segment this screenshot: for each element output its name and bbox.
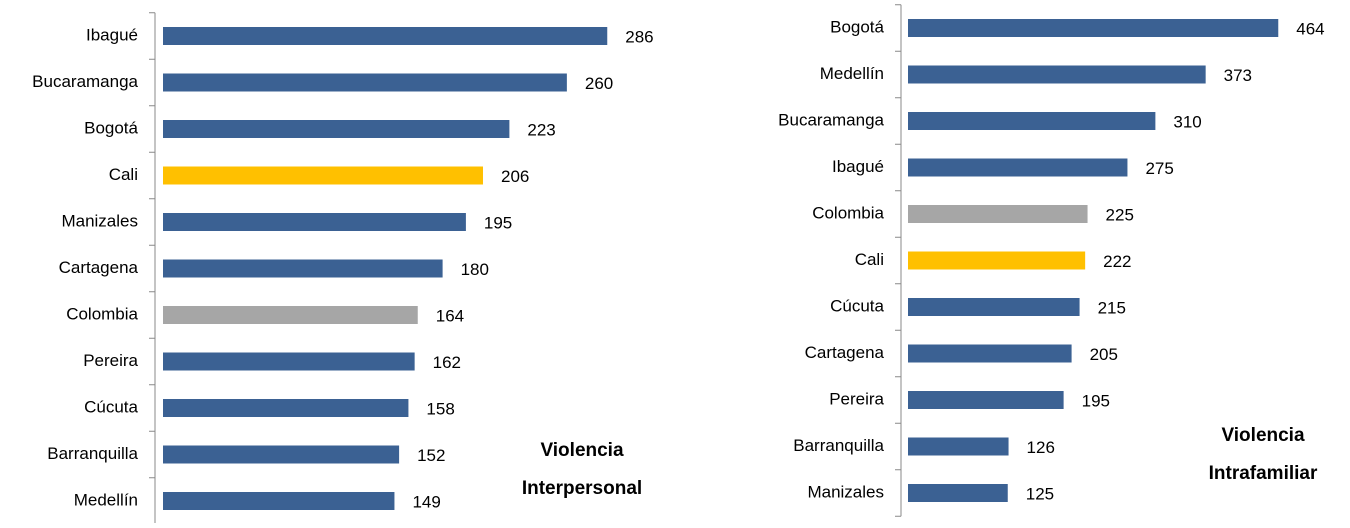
category-label: Bucaramanga bbox=[32, 72, 138, 91]
bar bbox=[908, 19, 1279, 37]
category-label: Cali bbox=[855, 250, 884, 269]
category-label: Medellín bbox=[74, 490, 138, 509]
value-label: 164 bbox=[436, 306, 464, 325]
value-label: 222 bbox=[1103, 252, 1131, 271]
bar bbox=[908, 205, 1088, 223]
value-label: 464 bbox=[1296, 19, 1324, 38]
value-label: 149 bbox=[412, 492, 440, 511]
category-label: Cúcuta bbox=[84, 397, 138, 416]
bar bbox=[163, 306, 418, 324]
value-label: 125 bbox=[1026, 484, 1054, 503]
bar bbox=[163, 352, 415, 371]
bar bbox=[908, 298, 1080, 316]
chart-title: Violencia Intrafamiliar bbox=[1208, 425, 1318, 484]
value-label: 152 bbox=[417, 446, 445, 465]
value-label: 180 bbox=[461, 260, 489, 279]
bar bbox=[908, 251, 1086, 270]
category-label: Bucaramanga bbox=[778, 110, 884, 129]
title-box: Violencia Intrafamiliar bbox=[1208, 425, 1318, 484]
category-label: Cartagena bbox=[59, 258, 139, 277]
category-label: Colombia bbox=[66, 304, 138, 323]
value-label: 286 bbox=[625, 27, 653, 46]
category-label: Bogotá bbox=[84, 118, 138, 137]
chart-title: Violencia Interpersonal bbox=[521, 440, 643, 499]
value-label: 215 bbox=[1098, 298, 1126, 317]
value-label: 158 bbox=[426, 399, 454, 418]
value-label: 126 bbox=[1027, 438, 1055, 457]
bar bbox=[908, 484, 1008, 502]
bar bbox=[163, 399, 409, 417]
bar bbox=[163, 213, 466, 231]
bar bbox=[908, 391, 1064, 409]
value-label: 275 bbox=[1145, 159, 1173, 178]
category-label: Manizales bbox=[61, 211, 138, 230]
category-label: Barranquilla bbox=[793, 436, 884, 455]
value-label: 205 bbox=[1090, 345, 1118, 364]
category-label: Colombia bbox=[812, 203, 884, 222]
bar bbox=[163, 120, 510, 138]
value-label: 195 bbox=[1082, 391, 1110, 410]
bar bbox=[908, 344, 1072, 363]
bar bbox=[163, 27, 608, 45]
bar bbox=[908, 65, 1206, 84]
title-box: Violencia Interpersonal bbox=[521, 440, 643, 499]
bar bbox=[908, 112, 1156, 130]
category-label: Pereira bbox=[829, 389, 884, 408]
category-label: Ibagué bbox=[832, 157, 884, 176]
value-label: 260 bbox=[585, 74, 613, 93]
category-label: Cartagena bbox=[805, 343, 885, 362]
category-label: Bogotá bbox=[830, 17, 884, 36]
value-label: 225 bbox=[1106, 205, 1134, 224]
bar bbox=[908, 158, 1128, 177]
bar bbox=[163, 259, 443, 278]
bar bbox=[163, 73, 567, 92]
bar bbox=[163, 166, 483, 185]
value-label: 162 bbox=[433, 353, 461, 372]
value-label: 373 bbox=[1224, 66, 1252, 85]
category-label: Ibagué bbox=[86, 25, 138, 44]
value-label: 310 bbox=[1173, 112, 1201, 131]
category-label: Cali bbox=[109, 165, 138, 184]
value-label: 223 bbox=[527, 120, 555, 139]
value-label: 195 bbox=[484, 213, 512, 232]
bar bbox=[163, 445, 400, 464]
category-label: Cúcuta bbox=[830, 296, 884, 315]
category-label: Manizales bbox=[807, 482, 884, 501]
bar bbox=[908, 437, 1009, 456]
category-label: Medellín bbox=[820, 64, 884, 83]
category-label: Barranquilla bbox=[47, 444, 138, 463]
bar bbox=[163, 492, 395, 510]
category-label: Pereira bbox=[83, 351, 138, 370]
value-label: 206 bbox=[501, 167, 529, 186]
